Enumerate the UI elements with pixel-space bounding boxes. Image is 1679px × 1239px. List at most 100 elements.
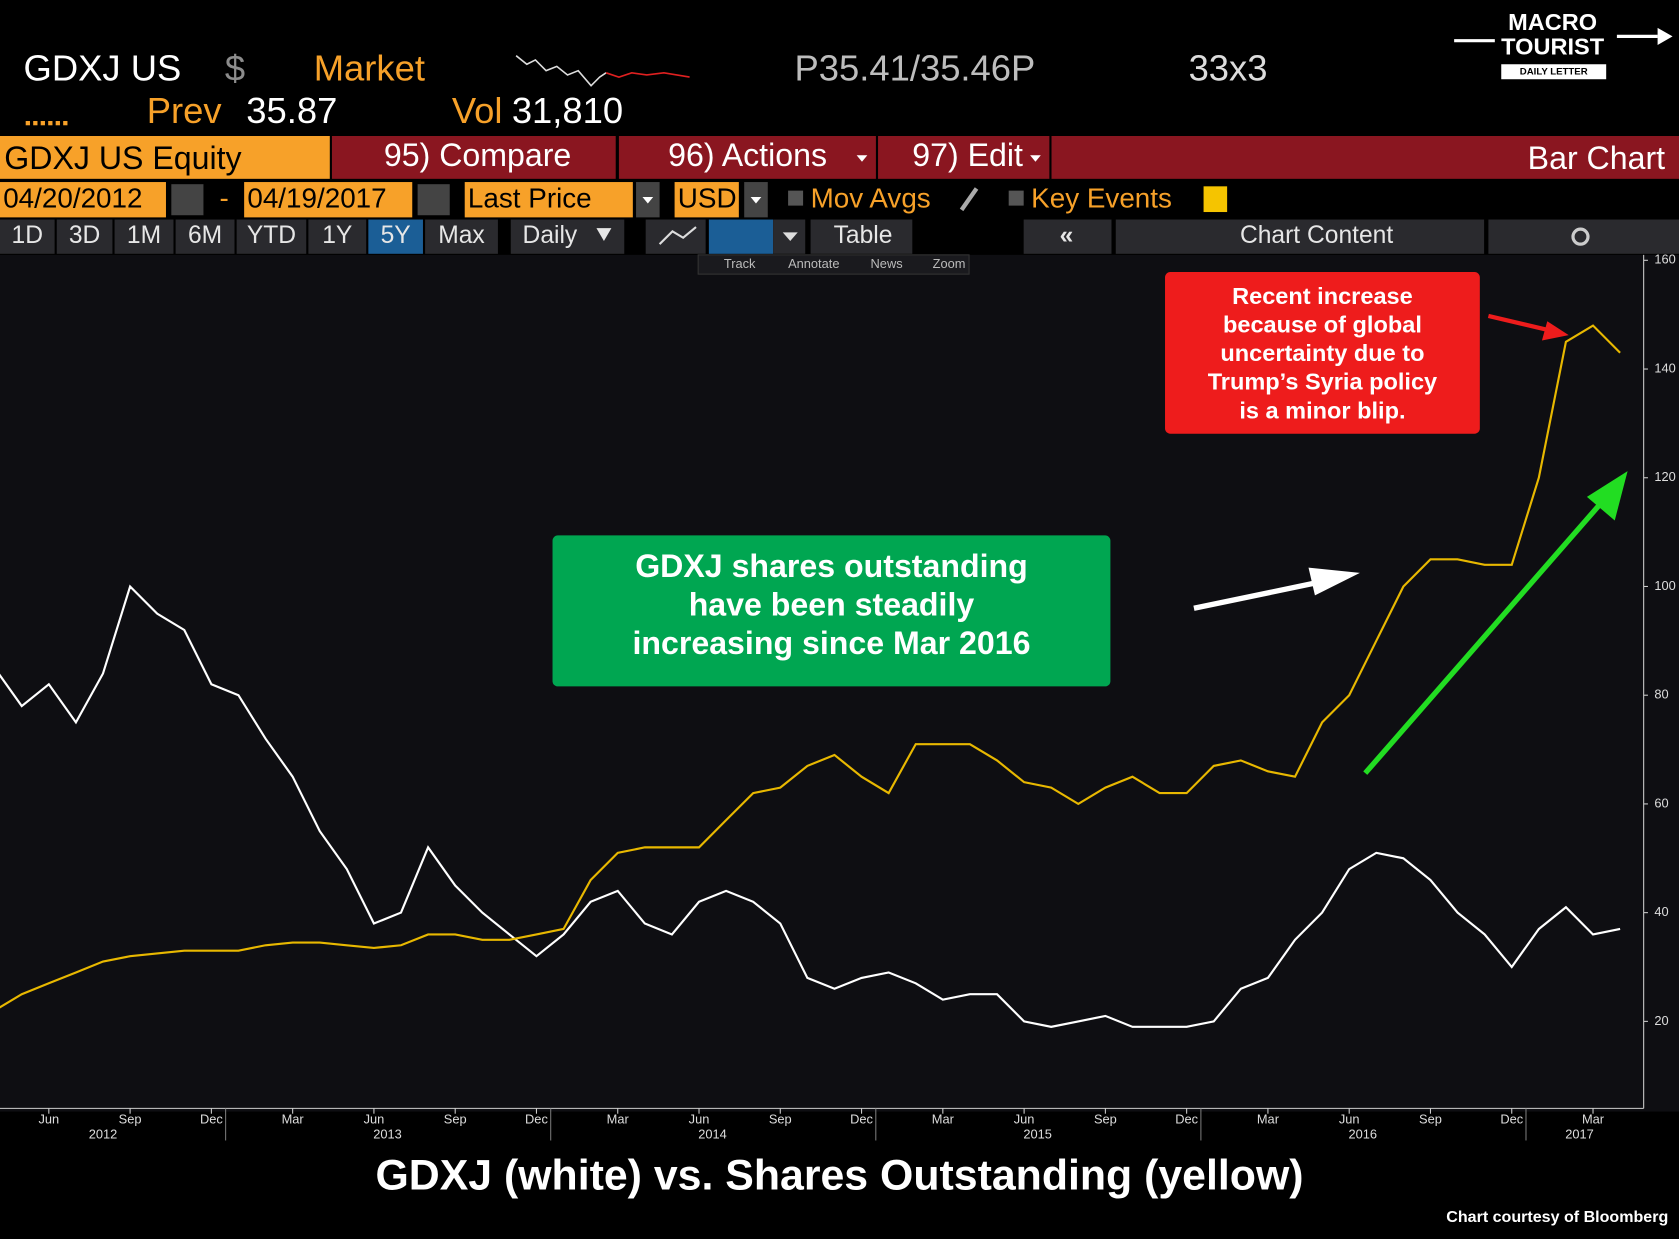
pencil-icon[interactable]: [959, 187, 979, 212]
logo-band: [1501, 64, 1607, 80]
ccy-input[interactable]: [674, 182, 739, 218]
x-tick-label: Dec: [1175, 1112, 1198, 1127]
series-line: [0, 324, 1621, 1009]
logo-line: DAILY LETTER: [1520, 66, 1588, 77]
source: Market: [314, 47, 425, 88]
calendar-icon[interactable]: [171, 184, 204, 216]
y-tick-label: 80: [1654, 687, 1668, 702]
range-button[interactable]: [175, 219, 235, 254]
range-label[interactable]: YTD: [247, 222, 296, 249]
x-tick-label: Mar: [1582, 1112, 1605, 1127]
security-box[interactable]: [0, 136, 330, 179]
size: 33x3: [1189, 47, 1268, 88]
sparkline: [515, 55, 607, 87]
edit[interactable]: 97) Edit: [912, 137, 1023, 173]
security[interactable]: GDXJ US Equity: [4, 140, 241, 176]
annotation-text: GDXJ shares outstanding: [635, 548, 1028, 584]
mov-avgs[interactable]: Mov Avgs: [811, 183, 931, 214]
annotation-text: is a minor blip.: [1239, 397, 1405, 423]
frequency[interactable]: Daily: [523, 222, 578, 249]
x-tick-label: Mar: [282, 1112, 305, 1127]
date-input[interactable]: [0, 182, 166, 218]
range-label[interactable]: 1Y: [322, 222, 352, 249]
quote: P35.41/35.46P: [795, 47, 1036, 88]
x-year-label: 2015: [1023, 1127, 1052, 1142]
annotation-box: [552, 535, 1111, 687]
range-label[interactable]: Max: [438, 222, 485, 249]
button[interactable]: [331, 136, 616, 179]
end-date[interactable]: 04/19/2017: [247, 183, 386, 214]
button[interactable]: [1115, 219, 1485, 254]
x-tick-label: Sep: [769, 1112, 792, 1127]
field[interactable]: Last Price: [468, 183, 592, 214]
arrow: [1193, 577, 1329, 611]
x-tick-label: Jun: [1339, 1112, 1360, 1127]
range-button[interactable]: [56, 219, 113, 254]
x-year-label: 2017: [1565, 1127, 1594, 1142]
series-line: [0, 584, 1621, 1028]
range-button[interactable]: [114, 219, 174, 254]
prev: 35.87: [246, 90, 337, 131]
annotation-text: increasing since Mar 2016: [632, 625, 1030, 661]
key-events[interactable]: Key Events: [1031, 183, 1172, 214]
tool-label[interactable]: News: [871, 256, 903, 271]
settings-button[interactable]: [1488, 219, 1679, 254]
tool-label[interactable]: Annotate: [788, 256, 839, 271]
start-date[interactable]: 04/20/2012: [3, 183, 142, 214]
logo: MACRO TOURIST DAILY LETTER: [1454, 9, 1673, 80]
annotation-text: Trump’s Syria policy: [1208, 369, 1437, 395]
x-tick-label: Mar: [932, 1112, 955, 1127]
table[interactable]: Table: [834, 222, 893, 249]
annotation-box: [1165, 272, 1480, 434]
button[interactable]: [878, 136, 1050, 179]
ccy[interactable]: USD: [678, 183, 737, 214]
range-label[interactable]: 3D: [69, 222, 100, 249]
calendar-icon[interactable]: [417, 184, 450, 216]
dots: [25, 121, 68, 126]
vol-label: Vol: [452, 90, 503, 131]
range-label[interactable]: 6M: [188, 222, 222, 249]
checkbox[interactable]: [788, 190, 804, 206]
range-button[interactable]: [0, 219, 55, 254]
chart-kind: Bar Chart: [1528, 140, 1665, 176]
range-label[interactable]: 1D: [12, 222, 43, 249]
button[interactable]: [618, 136, 876, 179]
x-tick-label: Mar: [1257, 1112, 1280, 1127]
x-tick-label: Dec: [850, 1112, 873, 1127]
caption: GDXJ (white) vs. Shares Outstanding (yel…: [375, 1151, 1303, 1199]
compare[interactable]: 95) Compare: [384, 137, 571, 173]
collapse-button[interactable]: [1023, 219, 1112, 254]
field-input[interactable]: [464, 182, 633, 218]
logo-arrowhead: [1657, 27, 1673, 45]
y-tick-label: 60: [1654, 795, 1668, 810]
chart-content[interactable]: Chart Content: [1240, 222, 1393, 249]
range-button[interactable]: [236, 219, 307, 254]
x-year-label: 2012: [89, 1127, 118, 1142]
tool-label[interactable]: Zoom: [933, 256, 966, 271]
actions[interactable]: 96) Actions: [668, 137, 827, 173]
button[interactable]: [810, 219, 913, 254]
bar-icon-button[interactable]: [708, 219, 774, 254]
info-icon[interactable]: [1203, 186, 1228, 213]
line-icon-button[interactable]: [645, 219, 706, 254]
dropdown-caret: [782, 232, 798, 241]
x-tick-label: Mar: [607, 1112, 630, 1127]
annotation-text: because of global: [1223, 312, 1422, 338]
x-tick-label: Jun: [1014, 1112, 1035, 1127]
tool-label[interactable]: Track: [724, 256, 756, 271]
x-tick-label: Sep: [444, 1112, 467, 1127]
dropdown-caret: [596, 228, 612, 241]
range-button[interactable]: [308, 219, 367, 254]
annotation-text: uncertainty due to: [1220, 340, 1424, 366]
range-button[interactable]: [368, 219, 423, 254]
range-label[interactable]: 1M: [127, 222, 161, 249]
arrow: [1363, 501, 1603, 775]
checkbox[interactable]: [1008, 190, 1024, 206]
date-input[interactable]: [244, 182, 413, 218]
dropdown-caret: [1030, 155, 1041, 162]
range-buttons: 1D 3D 1M 6M YTD 1Y 5Y Max: [0, 219, 498, 254]
range-label[interactable]: 5Y: [381, 222, 411, 249]
credit: Chart courtesy of Bloomberg: [1446, 1208, 1668, 1226]
range-button[interactable]: [425, 219, 498, 254]
